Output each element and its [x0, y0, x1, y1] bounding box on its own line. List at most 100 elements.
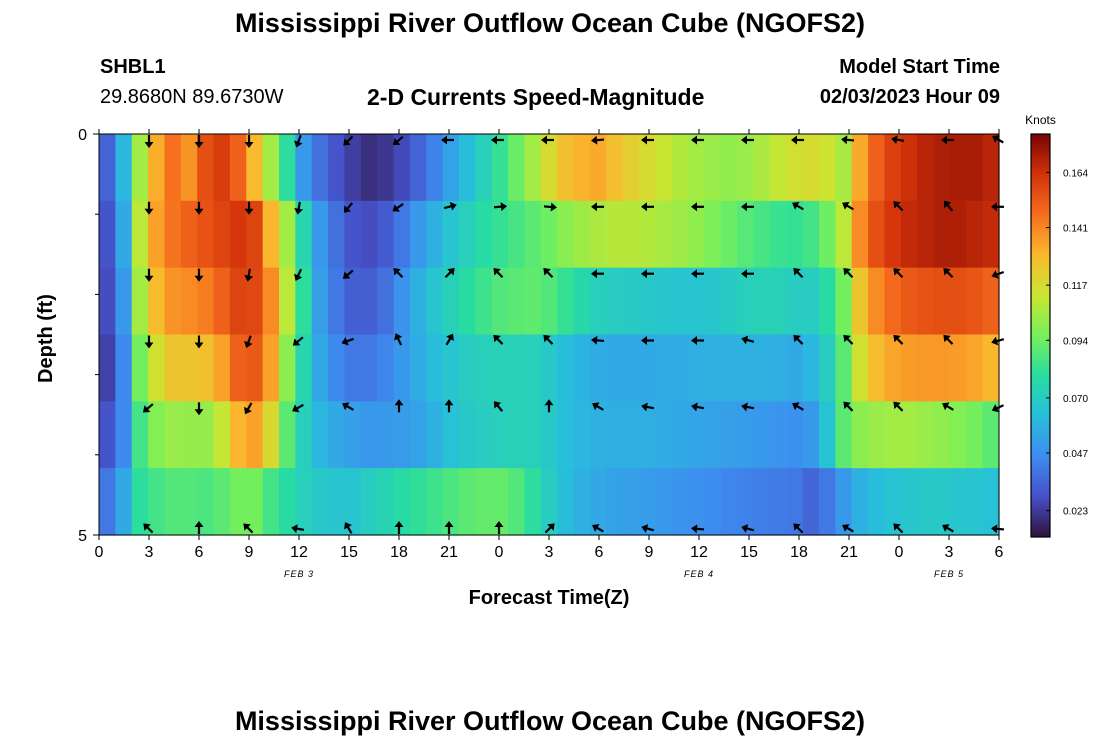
heatmap-cell [246, 200, 264, 269]
heatmap-cell [442, 134, 460, 202]
heatmap-cell [246, 267, 264, 336]
heatmap-cell [409, 334, 427, 402]
x-tick-label: 21 [440, 544, 458, 561]
current-arrow [741, 202, 754, 212]
current-arrow [991, 404, 1004, 413]
heatmap-cell [655, 334, 673, 402]
heatmap-cell [426, 200, 444, 269]
heatmap-cell [688, 200, 706, 269]
heatmap-cell [557, 334, 575, 402]
heatmap-cell [802, 401, 820, 469]
heatmap-cell [311, 334, 329, 402]
heatmap-cell [131, 468, 149, 536]
current-arrow [143, 523, 154, 534]
current-arrow [194, 335, 204, 349]
chart-subtitle: 2-D Currents Speed-Magnitude [367, 84, 705, 110]
x-tick-label: 15 [740, 544, 758, 561]
current-arrow [543, 268, 554, 279]
heatmap-cell [949, 134, 967, 202]
heatmap-cell [180, 468, 198, 536]
heatmap-cell [180, 200, 198, 269]
heatmap-cell [442, 468, 460, 536]
heatmap-cell [851, 334, 869, 402]
x-tick-label: 0 [895, 544, 904, 561]
heatmap-cell [753, 200, 771, 269]
heatmap-cell [819, 267, 836, 336]
heatmap-cell [786, 134, 804, 202]
heatmap-cell [868, 401, 886, 469]
heatmap-cell [917, 267, 935, 336]
colorbar-tick-label: 0.141 [1063, 224, 1088, 235]
current-arrow [893, 201, 904, 212]
y-tick-label: 5 [78, 528, 87, 545]
current-arrow [294, 201, 304, 215]
figure-title-bottom: Mississippi River Outflow Ocean Cube (NG… [234, 706, 866, 736]
heatmap-cell [655, 134, 673, 202]
current-arrow [942, 524, 954, 533]
heatmap-cell [262, 134, 280, 202]
heatmap-cell [115, 468, 133, 536]
current-arrow [244, 135, 254, 148]
current-arrow [591, 335, 605, 345]
heatmap-cell [459, 468, 476, 536]
current-arrow [592, 524, 604, 533]
heatmap-cell [148, 200, 166, 269]
heatmap-cell [540, 468, 558, 536]
current-arrow [244, 201, 254, 215]
heatmap-cell [180, 267, 198, 336]
heatmap-cell [769, 134, 787, 202]
current-arrow [292, 336, 304, 346]
current-arrow [194, 135, 204, 148]
x-tick-label: 12 [290, 544, 308, 561]
current-arrow [194, 402, 204, 416]
heatmap-cell [933, 267, 951, 336]
heatmap-cell [786, 267, 804, 336]
current-arrow [494, 521, 504, 534]
heatmap-cell [295, 468, 313, 536]
current-arrow [343, 202, 354, 213]
heatmap-cell [819, 334, 836, 402]
current-arrow [741, 135, 754, 145]
heatmap-cell [982, 334, 1000, 402]
heatmap-cell [900, 401, 918, 469]
heatmap-cell [917, 468, 935, 536]
heatmap-cell [213, 401, 231, 469]
x-tick-label: 6 [195, 544, 204, 561]
heatmap-cell [393, 200, 411, 269]
current-arrow [741, 402, 755, 412]
heatmap-cell [99, 468, 116, 536]
heatmap-cell [311, 134, 329, 202]
heatmap-cell [442, 267, 460, 336]
heatmap-cell [606, 267, 624, 336]
heatmap-cell [606, 134, 624, 202]
current-arrow [544, 523, 555, 534]
heatmap-cell [229, 401, 247, 469]
current-arrow [342, 402, 354, 411]
heatmap-cell [802, 334, 820, 402]
heatmap-cell [99, 134, 116, 202]
heatmap-cell [295, 267, 313, 336]
heatmap-cell [753, 468, 771, 536]
heatmap-cell [377, 401, 395, 469]
heatmap-cell [197, 468, 215, 536]
heatmap-cell [802, 468, 820, 536]
heatmap-cell [819, 401, 836, 469]
heatmap-cell [966, 468, 984, 536]
current-arrow [344, 522, 353, 534]
heatmap-cell [459, 334, 476, 402]
heatmap-cell [426, 468, 444, 536]
heatmap-cell [393, 468, 411, 536]
model-start-label: Model Start Time [839, 56, 1000, 78]
current-arrow [842, 524, 854, 533]
heatmap-cell [344, 267, 362, 336]
heatmap-cell [393, 401, 411, 469]
current-arrow [591, 202, 604, 212]
heatmap-cell [409, 468, 427, 536]
heatmap-cell [131, 334, 149, 402]
heatmap-cell [851, 200, 869, 269]
current-arrow [741, 269, 754, 279]
heatmap-cell [377, 200, 395, 269]
x-tick-label: 3 [945, 544, 954, 561]
current-arrow [444, 399, 454, 413]
heatmap-cell [508, 267, 526, 336]
